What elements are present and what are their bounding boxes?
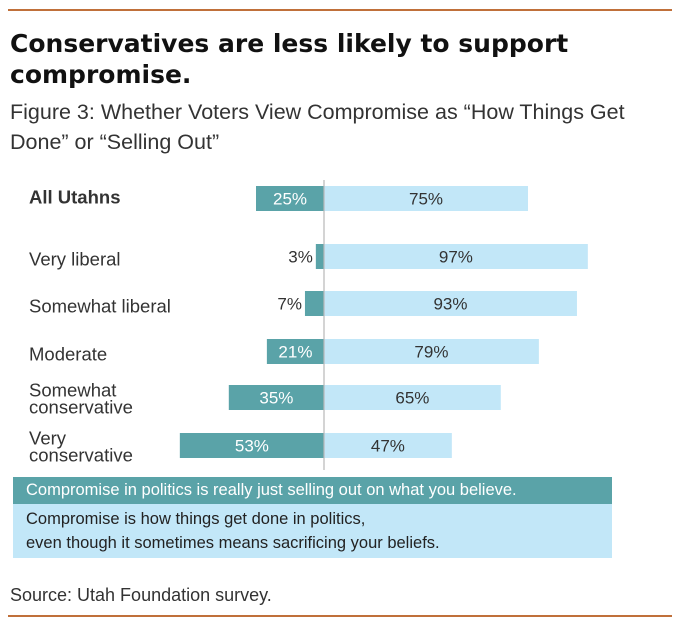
category-label-line: Somewhat: [29, 380, 116, 401]
category-label: Moderate: [29, 344, 107, 365]
legend-get-done: Compromise is how things get done in pol…: [13, 504, 612, 558]
bar-selling-out: [266, 339, 324, 364]
chart-legend: Compromise in politics is really just se…: [13, 477, 612, 558]
category-label: All Utahns: [29, 187, 120, 208]
value-label-selling-out: 53%: [235, 437, 269, 456]
category-label-line: conservative: [29, 445, 133, 466]
legend-get-done-line2: even though it sometimes means sacrifici…: [26, 534, 440, 552]
value-label-get-done: 97%: [439, 248, 473, 267]
bar-get-done: [324, 433, 452, 458]
bar-selling-out: [228, 385, 324, 410]
value-label-selling-out: 35%: [259, 389, 293, 408]
bar-get-done: [324, 339, 539, 364]
value-label-get-done: 75%: [409, 190, 443, 209]
bar-get-done: [324, 244, 588, 269]
category-label: Somewhat liberal: [29, 296, 171, 317]
chart-headline: Conservatives are less likely to support…: [10, 29, 569, 89]
bar-selling-out: [179, 433, 324, 458]
value-label-selling-out: 21%: [278, 343, 312, 362]
chart-subtitle: Figure 3: Whether Voters View Compromise…: [10, 100, 625, 154]
value-label-selling-out: 3%: [288, 248, 313, 267]
bar-get-done: [324, 291, 577, 316]
bar-get-done: [324, 186, 528, 211]
category-label-line: Very: [29, 428, 67, 449]
source-note: Source: Utah Foundation survey.: [10, 585, 272, 605]
bar-selling-out: [304, 291, 324, 316]
value-label-get-done: 93%: [433, 295, 467, 314]
category-label: Very liberal: [29, 249, 121, 270]
bar-get-done: [324, 385, 501, 410]
value-label-get-done: 47%: [371, 437, 405, 456]
bar-selling-out: [315, 244, 324, 269]
value-label-get-done: 79%: [414, 343, 448, 362]
value-label-get-done: 65%: [395, 389, 429, 408]
value-label-selling-out: 7%: [277, 295, 302, 314]
diverging-bar-chart: All Utahns 25% 75% Very liberal 3% 97% Somewha…: [29, 180, 588, 470]
legend-get-done-line1: Compromise is how things get done in pol…: [26, 510, 366, 528]
category-label-line: conservative: [29, 397, 133, 418]
category-label: Very conservative: [29, 428, 133, 466]
value-label-selling-out: 25%: [273, 190, 307, 209]
bottom-rule: [8, 615, 672, 617]
legend-selling-out: Compromise in politics is really just se…: [13, 477, 612, 504]
bar-selling-out: [256, 186, 324, 211]
top-rule: [8, 9, 672, 11]
category-label: Somewhat conservative: [29, 380, 133, 418]
